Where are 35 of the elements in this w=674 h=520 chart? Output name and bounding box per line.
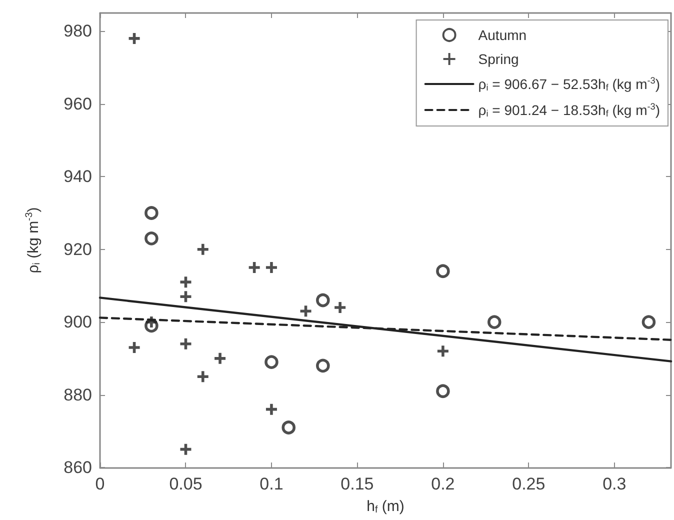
y-axis-title: ρi (kg m-3) bbox=[24, 207, 42, 274]
x-tick-label: 0.1 bbox=[260, 474, 284, 494]
legend-label: Spring bbox=[478, 51, 519, 67]
point bbox=[144, 206, 158, 220]
y-tick-label: 980 bbox=[64, 22, 92, 41]
point bbox=[282, 420, 296, 434]
legend-label: Autumn bbox=[478, 27, 527, 43]
y-tick-label: 920 bbox=[64, 240, 92, 259]
point bbox=[264, 355, 278, 369]
point bbox=[196, 242, 210, 256]
y-tick-label: 860 bbox=[64, 458, 92, 477]
point bbox=[178, 442, 193, 456]
point bbox=[316, 358, 330, 373]
point bbox=[642, 315, 656, 329]
point bbox=[487, 315, 502, 329]
point bbox=[436, 264, 450, 278]
x-tick-label: 0.05 bbox=[169, 474, 202, 494]
point bbox=[196, 370, 210, 384]
y-tick-label: 940 bbox=[64, 167, 92, 186]
y-tick-label: 880 bbox=[64, 385, 92, 404]
point bbox=[264, 402, 278, 416]
point bbox=[178, 290, 193, 304]
point bbox=[178, 275, 193, 289]
point bbox=[144, 232, 158, 246]
point bbox=[178, 336, 193, 351]
x-tick-label: 0.15 bbox=[340, 474, 374, 494]
x-tick-label: 0.3 bbox=[602, 474, 626, 494]
x-tick-label: 0.25 bbox=[512, 474, 546, 494]
y-tick-label: 900 bbox=[64, 312, 92, 332]
x-tick-label: 0 bbox=[95, 474, 105, 494]
y-tick-label: 960 bbox=[64, 94, 92, 114]
point bbox=[316, 293, 330, 308]
x-tick-label: 0.2 bbox=[431, 474, 455, 494]
point bbox=[298, 304, 313, 318]
point bbox=[436, 384, 450, 398]
